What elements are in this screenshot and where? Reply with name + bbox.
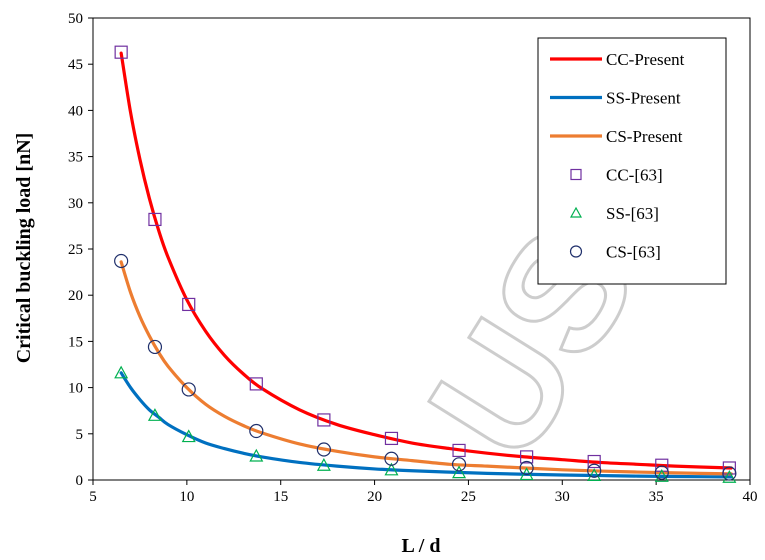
data-point-cc-63 — [249, 377, 263, 391]
data-point-cs-63 — [722, 466, 737, 481]
legend-label: SS-[63] — [606, 204, 659, 223]
legend-label: SS-Present — [606, 89, 681, 108]
data-point-ss-63 — [181, 429, 196, 443]
y-tick-label: 45 — [68, 57, 83, 73]
legend-label: CS-Present — [606, 127, 683, 146]
legend-swatch — [570, 168, 582, 181]
x-tick-label: 10 — [179, 489, 194, 505]
data-point-cs-63 — [114, 253, 129, 269]
legend-label: CC-[63] — [606, 166, 663, 185]
data-point-cs-63 — [181, 382, 196, 397]
data-point-ss-63 — [654, 469, 669, 482]
x-tick-label: 20 — [367, 489, 382, 505]
y-axis-title: Critical buckling load [nN] — [13, 133, 35, 364]
series-ss-63 — [114, 365, 737, 483]
y-tick-label: 40 — [68, 103, 83, 119]
series-line-ss-present — [119, 371, 733, 479]
y-tick-label: 50 — [68, 11, 83, 27]
y-tick-label: 0 — [76, 473, 84, 489]
x-tick-label: 15 — [273, 489, 288, 505]
data-point-cs-63 — [654, 465, 669, 480]
legend-box — [537, 37, 727, 285]
legend-swatch — [569, 206, 583, 218]
x-tick-label: 30 — [555, 489, 570, 505]
x-tick-label: 40 — [743, 489, 758, 505]
y-tick-label: 10 — [68, 381, 83, 397]
data-point-cs-63 — [451, 457, 467, 472]
series-cs-63 — [114, 253, 737, 481]
data-point-cc-63 — [317, 413, 331, 427]
data-point-cs-63 — [384, 451, 399, 466]
y-tick-label: 25 — [68, 242, 83, 258]
data-point-ss-63 — [722, 469, 737, 483]
data-point-cs-63 — [147, 339, 163, 355]
x-tick-label: 5 — [89, 489, 97, 505]
data-point-cs-63 — [587, 463, 602, 478]
data-point-cc-63 — [452, 443, 466, 458]
data-point-ss-63 — [384, 462, 399, 476]
x-tick-label: 25 — [461, 489, 476, 505]
series-cs-present — [119, 260, 733, 476]
y-tick-label: 30 — [68, 196, 83, 212]
series-ss-present — [119, 371, 733, 479]
data-point-ss-63 — [316, 457, 331, 471]
data-point-cc-63 — [722, 461, 736, 475]
data-point-cc-63 — [384, 431, 399, 446]
series-layer — [114, 45, 737, 483]
legend-item-cs-63: CS-[63] — [569, 243, 661, 262]
data-point-cc-63 — [587, 454, 601, 469]
y-tick-label: 35 — [68, 150, 83, 166]
data-point-ss-63 — [249, 448, 264, 462]
series-line-cc-present — [119, 51, 733, 470]
legend-item-cs-present: CS-Present — [550, 127, 683, 146]
legend-label: CC-Present — [606, 50, 685, 69]
y-tick-label: 15 — [68, 334, 83, 350]
legend-item-ss-63: SS-[63] — [569, 204, 659, 223]
data-point-cs-63 — [316, 442, 331, 457]
legend-item-cc-63: CC-[63] — [570, 166, 663, 185]
data-point-cs-63 — [519, 460, 534, 476]
data-point-ss-63 — [147, 408, 162, 421]
legend-label: CS-[63] — [606, 243, 661, 262]
legend-swatch — [569, 245, 583, 258]
legend-item-ss-present: SS-Present — [550, 89, 681, 108]
data-point-ss-63 — [452, 465, 467, 479]
data-point-cc-63 — [182, 297, 196, 312]
legend-item-cc-present: CC-Present — [550, 50, 685, 69]
data-point-cs-63 — [249, 423, 264, 439]
series-cc-present — [119, 51, 733, 470]
data-point-ss-63 — [114, 365, 129, 379]
data-point-cc-63 — [148, 212, 162, 227]
y-tick-label: 5 — [76, 427, 84, 443]
series-line-cs-present — [119, 260, 733, 476]
data-point-cc-63 — [114, 45, 128, 59]
x-axis-title: L / d — [402, 535, 441, 557]
data-point-cc-63 — [520, 450, 534, 464]
legend: CC-Present SS-Present CS-Present CC-[63] SS-… — [537, 37, 727, 285]
x-tick-label: 35 — [649, 489, 664, 505]
y-tick-label: 20 — [68, 288, 83, 304]
data-point-ss-63 — [587, 468, 602, 481]
